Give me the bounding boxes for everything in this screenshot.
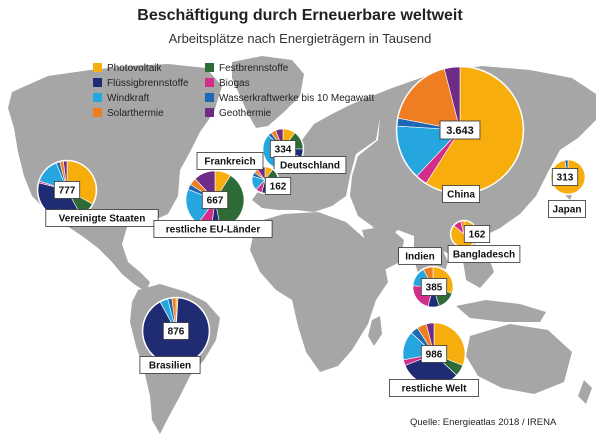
legend-swatch bbox=[205, 93, 214, 102]
region-label-box bbox=[196, 152, 264, 170]
greenland-shape bbox=[232, 56, 304, 128]
region-label: Indien bbox=[405, 252, 434, 263]
pie-restliche-eu-l-nder: 667 restliche EU-Länder bbox=[153, 169, 273, 238]
pie-frankreich: 162 Frankreich bbox=[196, 152, 292, 195]
region-label: Deutschland bbox=[280, 161, 340, 172]
legend-label: Photovoltaik bbox=[107, 63, 162, 74]
pie-japan: 313 Japan bbox=[548, 158, 587, 218]
pie-deutschland: 334 Deutschland bbox=[261, 127, 347, 174]
indonesia-shape bbox=[456, 300, 546, 322]
legend-label: Wasserkraftwerke bis 10 Megawatt bbox=[219, 93, 374, 104]
value-label-box bbox=[420, 278, 448, 296]
new-zealand-shape bbox=[578, 380, 592, 404]
value-label-box bbox=[420, 345, 448, 363]
region-label-box bbox=[398, 247, 442, 265]
value-label: 334 bbox=[275, 145, 292, 156]
value-label-box bbox=[463, 225, 491, 243]
region-label: restliche Welt bbox=[402, 384, 468, 395]
value-label: 385 bbox=[426, 283, 443, 294]
chart-subtitle: Arbeitsplätze nach Energieträgern in Tau… bbox=[168, 31, 432, 46]
legend-label: Geothermie bbox=[219, 108, 272, 119]
madagascar-shape bbox=[368, 316, 382, 346]
value-label: 777 bbox=[59, 186, 76, 197]
region-label-box bbox=[442, 185, 480, 203]
legend-label: Solarthermie bbox=[107, 108, 164, 119]
source-note: Quelle: Energieatlas 2018 / IRENA bbox=[410, 417, 557, 428]
pie-indien: 385 Indien bbox=[398, 247, 455, 309]
legend-swatch bbox=[93, 63, 102, 72]
legend-label: Biogas bbox=[219, 78, 250, 89]
region-label-box bbox=[45, 209, 159, 227]
pie-charts: 3.643 China 876 Brasilien 986 restliche Welt 7… bbox=[36, 65, 587, 397]
value-label: 313 bbox=[557, 173, 574, 184]
arabia-shape bbox=[362, 226, 404, 270]
value-label-box bbox=[201, 191, 229, 209]
value-label-box bbox=[264, 177, 292, 195]
pie-slice bbox=[443, 66, 461, 131]
region-label-box bbox=[139, 356, 201, 374]
region-label: Bangladesch bbox=[453, 250, 515, 261]
pie-bangladesch: 162 Bangladesch bbox=[447, 219, 521, 263]
value-label-box bbox=[439, 120, 481, 140]
region-label: Brasilien bbox=[149, 361, 191, 372]
value-label: 3.643 bbox=[446, 125, 474, 137]
value-label-box bbox=[551, 168, 579, 186]
pie-brasilien: 876 Brasilien bbox=[139, 296, 211, 374]
value-label-box bbox=[53, 181, 81, 199]
australia-shape bbox=[466, 324, 572, 394]
region-label-box bbox=[273, 156, 347, 174]
legend: Photovoltaik Festbrennstoffe Flüssigbrenns… bbox=[93, 63, 374, 119]
region-label-box bbox=[548, 200, 586, 218]
legend-label: Festbrennstoffe bbox=[219, 63, 289, 74]
africa-shape bbox=[250, 212, 388, 372]
value-label: 876 bbox=[168, 327, 185, 338]
region-label-box bbox=[447, 245, 521, 263]
legend-swatch bbox=[93, 78, 102, 87]
value-label: 162 bbox=[469, 230, 486, 241]
legend-label: Windkraft bbox=[107, 93, 149, 104]
central-america-shape bbox=[112, 262, 150, 292]
legend-swatch bbox=[93, 93, 102, 102]
region-label: restliche EU-Länder bbox=[166, 225, 261, 236]
region-label: Frankreich bbox=[204, 157, 255, 168]
pie-restliche-welt: 986 restliche Welt bbox=[388, 321, 479, 397]
pie-china: 3.643 China bbox=[395, 65, 525, 203]
region-label: Japan bbox=[553, 205, 582, 216]
region-label: Vereinigte Staaten bbox=[59, 214, 146, 225]
region-label-box bbox=[153, 220, 273, 238]
legend-swatch bbox=[205, 108, 214, 117]
chart-title: Beschäftigung durch Erneuerbare weltweit bbox=[137, 7, 463, 24]
pie-slice bbox=[460, 220, 465, 235]
value-label: 667 bbox=[207, 196, 224, 207]
legend-swatch bbox=[205, 63, 214, 72]
legend-swatch bbox=[93, 108, 102, 117]
pie-slice bbox=[397, 68, 461, 131]
value-label: 162 bbox=[270, 182, 287, 193]
pie-vereinigte-staaten: 777 Vereinigte Staaten bbox=[36, 159, 159, 227]
region-label-box bbox=[388, 379, 479, 397]
legend-swatch bbox=[205, 78, 214, 87]
value-label-box bbox=[162, 322, 190, 340]
legend-label: Flüssigbrennstoffe bbox=[107, 78, 189, 89]
region-label: China bbox=[447, 190, 475, 201]
value-label: 986 bbox=[426, 350, 443, 361]
